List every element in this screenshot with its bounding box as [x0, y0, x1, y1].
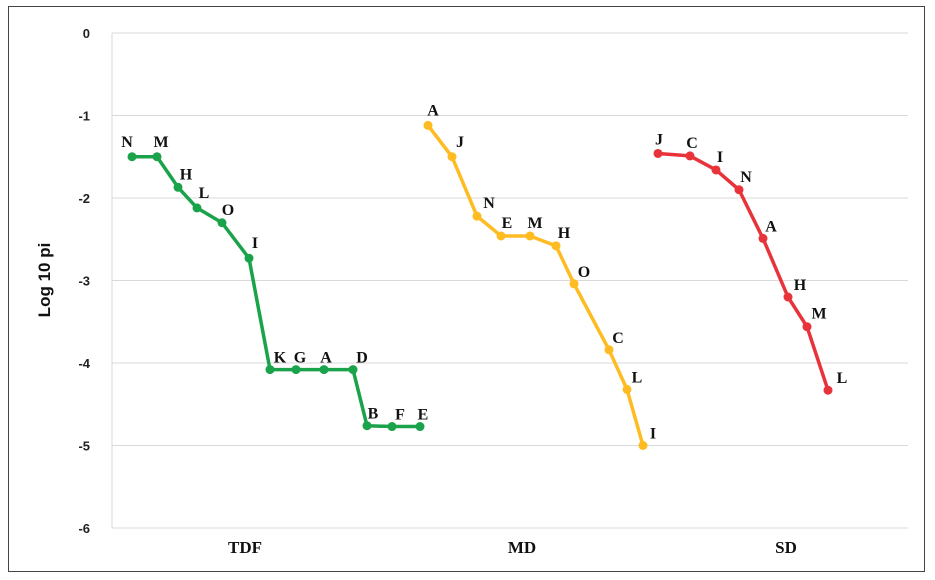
point-label: H [180, 166, 193, 183]
data-point [127, 152, 137, 162]
series-line-sd [657, 151, 830, 391]
y-axis-label: Log 10 pi [35, 243, 54, 318]
data-point [291, 365, 301, 375]
data-point [734, 185, 744, 195]
point-label: G [294, 350, 307, 367]
data-point [472, 211, 482, 221]
y-tick-label: 0 [83, 26, 90, 41]
point-label: E [418, 407, 429, 424]
data-point [244, 253, 254, 263]
point-label: H [794, 277, 807, 294]
y-tick-label: -2 [78, 191, 90, 206]
point-label: K [274, 350, 287, 367]
data-point [569, 279, 579, 289]
point-label: I [717, 149, 723, 166]
point-label: N [740, 169, 752, 186]
point-label: D [356, 350, 368, 367]
data-point [217, 218, 227, 228]
point-label: C [686, 135, 698, 152]
point-label: N [483, 195, 495, 212]
point-label: M [527, 215, 542, 232]
point-label: B [368, 406, 379, 423]
data-point [387, 422, 397, 432]
point-label: A [765, 218, 777, 235]
y-tick-label: -3 [78, 274, 90, 289]
y-tick-label: -4 [78, 356, 90, 371]
series-line-md [426, 124, 645, 446]
data-point [604, 345, 614, 355]
data-point [496, 231, 506, 241]
point-label: J [456, 134, 464, 151]
y-tick-label: -5 [78, 439, 90, 454]
data-point [685, 151, 695, 161]
data-point [802, 322, 812, 332]
point-label: M [811, 306, 826, 323]
data-point [823, 385, 833, 395]
data-point [362, 421, 372, 431]
chart-frame [8, 6, 925, 572]
point-label: H [558, 225, 571, 242]
y-tick-label: -1 [78, 109, 90, 124]
point-label: L [837, 370, 848, 387]
data-point [423, 120, 433, 130]
point-label: F [395, 407, 405, 424]
point-label: O [222, 202, 234, 219]
point-label: O [578, 264, 590, 281]
data-point [152, 152, 162, 162]
point-label: M [153, 134, 168, 151]
point-label: I [650, 426, 656, 443]
point-label: N [121, 134, 133, 151]
data-point [348, 365, 358, 375]
data-point [173, 182, 183, 192]
data-point [783, 292, 793, 302]
x-category-label: MD [508, 538, 536, 557]
point-label: J [655, 131, 663, 148]
point-label: A [320, 350, 332, 367]
data-point [525, 231, 535, 241]
data-point [415, 422, 425, 432]
y-tick-label: -6 [78, 521, 90, 536]
point-label: I [252, 235, 258, 252]
data-point [265, 365, 275, 375]
data-point [638, 441, 648, 450]
x-category-label: TDF [228, 538, 262, 557]
data-point [758, 233, 768, 243]
data-point [653, 148, 663, 158]
point-label: C [612, 330, 624, 347]
point-label: E [502, 215, 513, 232]
data-point [192, 203, 202, 213]
series-line-tdf [132, 155, 420, 429]
point-label: A [427, 102, 439, 119]
data-point [622, 384, 632, 394]
point-label: L [632, 369, 643, 386]
data-point [447, 152, 457, 162]
data-point [711, 165, 721, 175]
point-label: L [199, 185, 210, 202]
data-point [319, 365, 329, 375]
x-category-label: SD [775, 538, 797, 557]
data-point [551, 241, 561, 251]
